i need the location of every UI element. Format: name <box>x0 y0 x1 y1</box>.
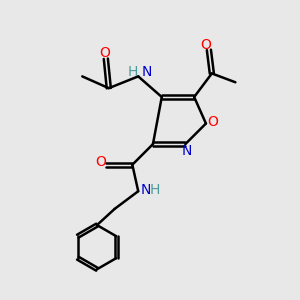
Text: H: H <box>149 183 160 197</box>
Text: O: O <box>207 115 218 129</box>
Text: N: N <box>141 65 152 79</box>
Text: N: N <box>140 183 151 197</box>
Text: N: N <box>182 144 192 158</box>
Text: H: H <box>128 65 138 79</box>
Text: O: O <box>99 46 110 60</box>
Text: O: O <box>200 38 211 52</box>
Text: O: O <box>95 155 106 169</box>
